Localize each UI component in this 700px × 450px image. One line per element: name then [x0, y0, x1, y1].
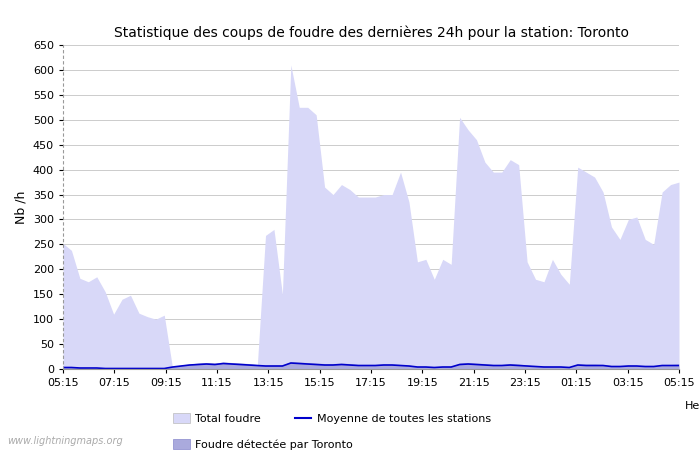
Text: www.lightningmaps.org: www.lightningmaps.org	[7, 436, 122, 446]
Y-axis label: Nb /h: Nb /h	[14, 190, 27, 224]
Title: Statistique des coups de foudre des dernières 24h pour la station: Toronto: Statistique des coups de foudre des dern…	[113, 25, 629, 40]
Text: Heure: Heure	[685, 401, 700, 411]
Legend: Foudre détectée par Toronto: Foudre détectée par Toronto	[174, 439, 354, 450]
